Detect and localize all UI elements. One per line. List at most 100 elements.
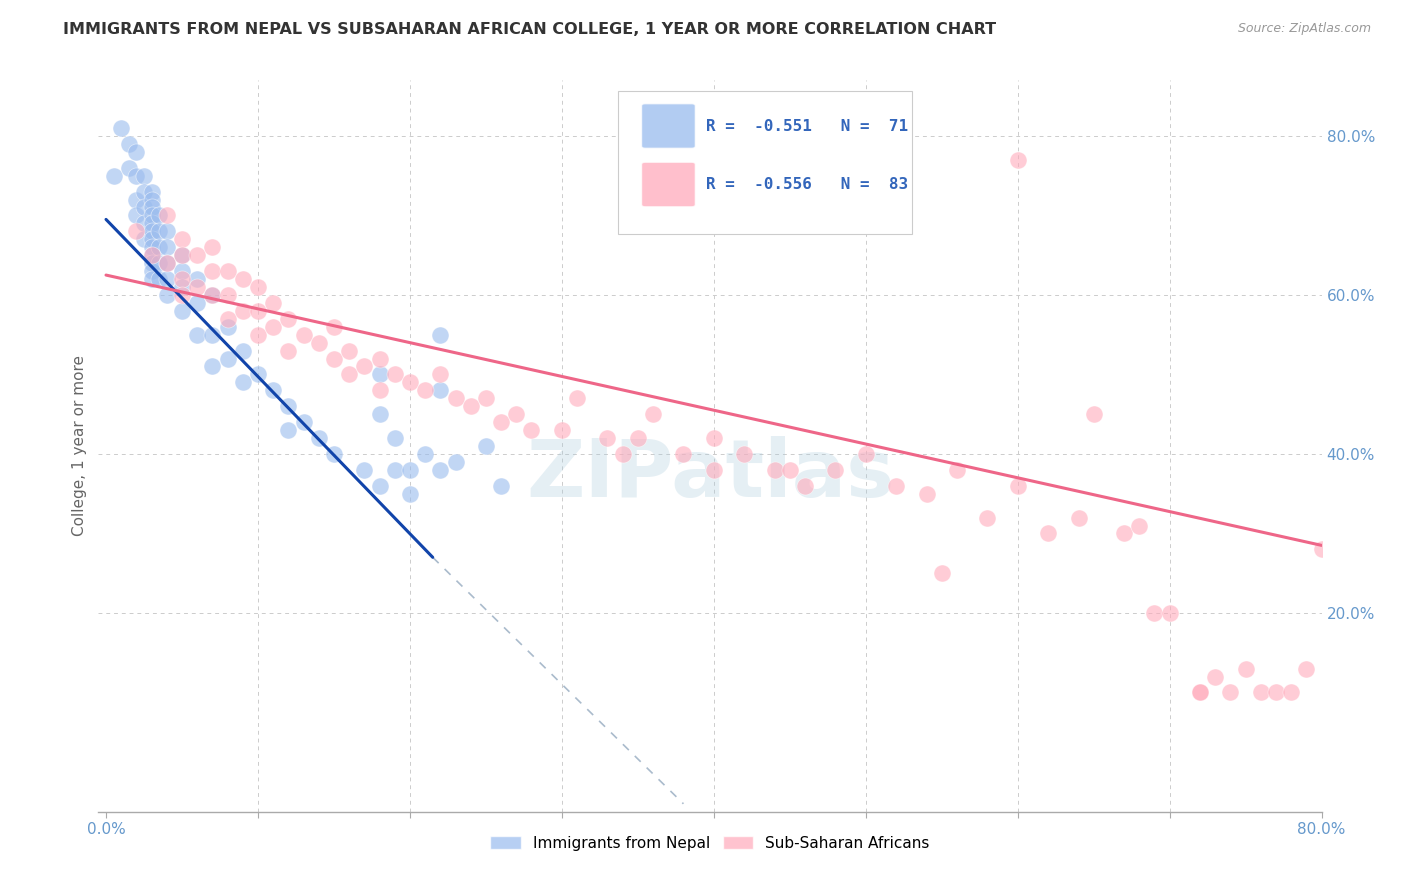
- Point: [475, 392, 498, 406]
- Y-axis label: College, 1 year or more: College, 1 year or more: [72, 356, 87, 536]
- Point: [262, 384, 284, 398]
- Point: [277, 423, 299, 437]
- Point: [156, 240, 179, 254]
- Point: [565, 392, 588, 406]
- Point: [156, 256, 179, 270]
- Point: [612, 447, 634, 461]
- Point: [368, 407, 391, 421]
- Point: [217, 351, 239, 366]
- Point: [308, 431, 330, 445]
- Point: [384, 463, 406, 477]
- Text: R =  -0.551   N =  71: R = -0.551 N = 71: [706, 119, 908, 134]
- Point: [148, 224, 170, 238]
- Point: [262, 319, 284, 334]
- Point: [186, 327, 208, 342]
- Point: [444, 392, 467, 406]
- Point: [170, 280, 193, 294]
- Point: [505, 407, 527, 421]
- Point: [201, 359, 224, 374]
- Point: [1083, 407, 1105, 421]
- Point: [156, 224, 179, 238]
- Point: [148, 209, 170, 223]
- Point: [353, 463, 375, 477]
- Point: [1219, 685, 1241, 699]
- Text: Source: ZipAtlas.com: Source: ZipAtlas.com: [1237, 22, 1371, 36]
- Point: [201, 240, 224, 254]
- Point: [323, 351, 346, 366]
- Point: [323, 319, 346, 334]
- Point: [1310, 542, 1333, 557]
- Point: [148, 240, 170, 254]
- Point: [1250, 685, 1272, 699]
- Point: [1128, 518, 1150, 533]
- Point: [703, 463, 725, 477]
- Point: [1265, 685, 1288, 699]
- Point: [170, 288, 193, 302]
- Point: [915, 486, 938, 500]
- Point: [641, 407, 664, 421]
- Point: [201, 327, 224, 342]
- Point: [931, 566, 953, 581]
- Point: [170, 303, 193, 318]
- Point: [201, 264, 224, 278]
- Point: [337, 368, 360, 382]
- Point: [232, 272, 254, 286]
- Point: [217, 311, 239, 326]
- Point: [627, 431, 650, 445]
- Point: [323, 447, 346, 461]
- Point: [141, 248, 163, 262]
- Point: [1036, 526, 1059, 541]
- Point: [156, 288, 179, 302]
- Point: [156, 256, 179, 270]
- Point: [384, 431, 406, 445]
- Point: [277, 343, 299, 358]
- Point: [308, 335, 330, 350]
- Point: [217, 288, 239, 302]
- Point: [794, 479, 817, 493]
- Point: [141, 248, 163, 262]
- Point: [141, 201, 163, 215]
- Point: [125, 193, 148, 207]
- Point: [246, 327, 269, 342]
- Point: [824, 463, 846, 477]
- Point: [1189, 685, 1212, 699]
- Point: [1067, 510, 1090, 524]
- Point: [551, 423, 574, 437]
- Point: [186, 280, 208, 294]
- Point: [217, 264, 239, 278]
- Point: [292, 327, 315, 342]
- Point: [399, 486, 422, 500]
- Point: [277, 311, 299, 326]
- Point: [884, 479, 907, 493]
- Point: [201, 288, 224, 302]
- Point: [246, 280, 269, 294]
- Point: [1189, 685, 1212, 699]
- Point: [132, 185, 155, 199]
- Point: [217, 319, 239, 334]
- Point: [118, 136, 141, 151]
- Point: [132, 169, 155, 183]
- Point: [368, 368, 391, 382]
- Point: [170, 272, 193, 286]
- Point: [201, 288, 224, 302]
- Point: [368, 479, 391, 493]
- Point: [596, 431, 619, 445]
- Point: [141, 224, 163, 238]
- Point: [855, 447, 877, 461]
- Point: [384, 368, 406, 382]
- Point: [460, 399, 482, 413]
- Point: [292, 415, 315, 429]
- Point: [156, 209, 179, 223]
- Point: [148, 256, 170, 270]
- Text: IMMIGRANTS FROM NEPAL VS SUBSAHARAN AFRICAN COLLEGE, 1 YEAR OR MORE CORRELATION : IMMIGRANTS FROM NEPAL VS SUBSAHARAN AFRI…: [63, 22, 997, 37]
- Point: [475, 439, 498, 453]
- Point: [246, 368, 269, 382]
- Point: [429, 463, 451, 477]
- FancyBboxPatch shape: [641, 162, 696, 207]
- Point: [141, 256, 163, 270]
- Point: [232, 303, 254, 318]
- Legend: Immigrants from Nepal, Sub-Saharan Africans: Immigrants from Nepal, Sub-Saharan Afric…: [484, 830, 936, 856]
- Point: [125, 145, 148, 159]
- Point: [779, 463, 801, 477]
- Point: [186, 248, 208, 262]
